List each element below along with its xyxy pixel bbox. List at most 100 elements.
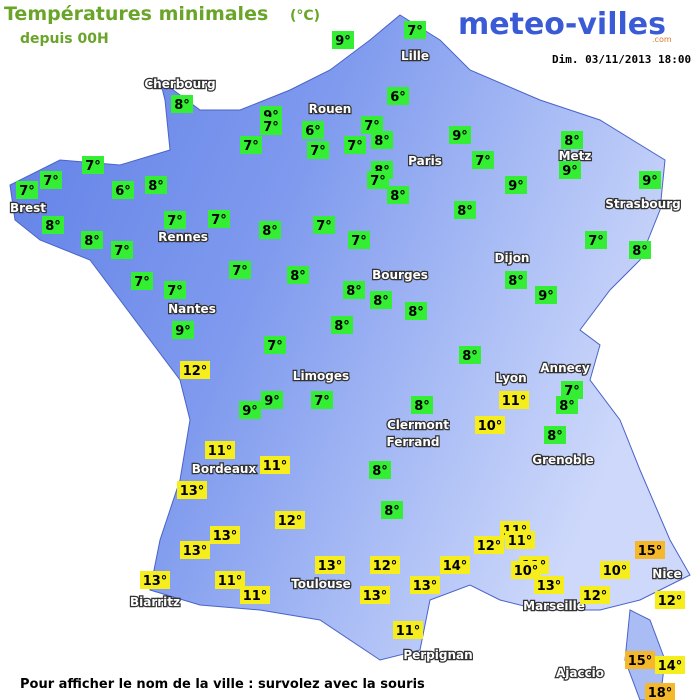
temperature-badge: 8° <box>411 396 433 414</box>
badge-box <box>511 561 541 579</box>
badge-box <box>164 211 186 229</box>
temperature-badge: 10° <box>600 561 630 579</box>
badge-box <box>370 291 392 309</box>
temperature-badge: 9° <box>535 286 557 304</box>
badge-box <box>311 391 333 409</box>
temperature-value: 9° <box>538 289 554 304</box>
badge-box <box>410 576 440 594</box>
badge-box <box>559 161 581 179</box>
temperature-badge: 7° <box>111 241 133 259</box>
badge-box <box>393 621 423 639</box>
temperature-badge: 7° <box>264 336 286 354</box>
temperature-value: 10° <box>603 564 628 579</box>
temperature-badge: 8° <box>171 95 193 113</box>
badge-box <box>580 586 610 604</box>
badge-box <box>229 261 251 279</box>
temperature-value: 7° <box>564 384 580 399</box>
temperature-value: 12° <box>373 559 398 574</box>
badge-box <box>260 456 290 474</box>
temperature-badge: 8° <box>287 266 309 284</box>
temperature-value: 9° <box>242 404 258 419</box>
badge-box <box>474 536 504 554</box>
temperature-value: 7° <box>347 139 363 154</box>
temperature-badge: 9° <box>449 126 471 144</box>
temperature-value: 6° <box>115 184 131 199</box>
city-name: Bourges <box>372 268 428 282</box>
temperature-value: 8° <box>374 134 390 149</box>
temperature-value: 8° <box>372 464 388 479</box>
badge-box <box>205 441 235 459</box>
city-name: Toulouse <box>291 577 351 591</box>
badge-box <box>387 186 409 204</box>
city-name: Rouen <box>309 102 352 116</box>
logo: meteo-villes <box>458 7 666 42</box>
temperature-badge: 7° <box>40 171 62 189</box>
badge-box <box>240 586 270 604</box>
badge-box <box>370 556 400 574</box>
temperature-badge: 11° <box>205 441 235 459</box>
temperature-badge: 13° <box>360 586 390 604</box>
badge-box <box>556 396 578 414</box>
badge-box <box>348 231 370 249</box>
badge-box <box>505 176 527 194</box>
temperature-value: 12° <box>278 514 303 529</box>
city-name: Ajaccio <box>556 666 604 680</box>
temperature-badge: 8° <box>343 281 365 299</box>
city-name: Annecy <box>540 361 590 375</box>
temperature-value: 9° <box>642 174 658 189</box>
badge-box <box>42 216 64 234</box>
badge-box <box>454 201 476 219</box>
badge-box <box>239 401 261 419</box>
temperature-value: 11° <box>502 394 527 409</box>
temperature-badge: 8° <box>387 186 409 204</box>
badge-box <box>111 241 133 259</box>
temperature-badge: 12° <box>580 586 610 604</box>
badge-box <box>472 151 494 169</box>
temperature-value: 7° <box>114 244 130 259</box>
temperature-badge: 8° <box>331 316 353 334</box>
temperature-badge: 8° <box>505 271 527 289</box>
city-name: Dijon <box>495 251 530 265</box>
temperature-value: 13° <box>363 589 388 604</box>
badge-box <box>629 241 651 259</box>
badge-box <box>561 131 583 149</box>
temperature-value: 8° <box>564 134 580 149</box>
temperature-badge: 7° <box>472 151 494 169</box>
badge-box <box>387 87 409 105</box>
badge-box <box>381 501 403 519</box>
temperature-value: 7° <box>588 234 604 249</box>
badge-box <box>534 576 564 594</box>
city-name: Brest <box>10 201 46 215</box>
temperature-value: 10° <box>478 419 503 434</box>
badge-box <box>635 541 665 559</box>
temperature-value: 6° <box>305 124 321 139</box>
temperature-value: 11° <box>396 624 421 639</box>
badge-box <box>240 136 262 154</box>
temperature-badge: 7° <box>240 136 262 154</box>
temperature-value: 13° <box>183 544 208 559</box>
temperature-value: 8° <box>346 284 362 299</box>
badge-box <box>404 21 426 39</box>
city-name: Cherbourg <box>144 77 215 91</box>
temperature-badge: 12° <box>180 361 210 379</box>
temperature-badge: 8° <box>259 221 281 239</box>
city-name: Perpignan <box>403 648 472 662</box>
temperature-badge: 7° <box>344 136 366 154</box>
temperature-badge: 9° <box>239 401 261 419</box>
badge-box <box>449 126 471 144</box>
temperature-badge: 12° <box>474 536 504 554</box>
badge-box <box>287 266 309 284</box>
badge-box <box>405 302 427 320</box>
temperature-value: 14° <box>658 659 683 674</box>
temperature-badge: 11° <box>393 621 423 639</box>
temperature-badge: 7° <box>561 381 583 399</box>
temperature-value: 7° <box>351 234 367 249</box>
badge-box <box>332 31 354 49</box>
temperature-value: 8° <box>45 219 61 234</box>
badge-box <box>131 272 153 290</box>
temperature-badge: 9° <box>261 391 283 409</box>
temperature-value: 9° <box>452 129 468 144</box>
badge-box <box>367 171 389 189</box>
temperature-badge: 12° <box>655 591 685 609</box>
temperature-value: 11° <box>208 444 233 459</box>
